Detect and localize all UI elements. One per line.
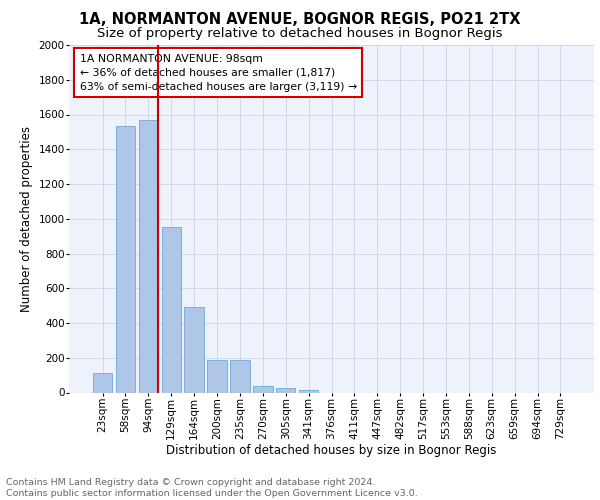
Bar xyxy=(93,373,112,392)
Text: 1A, NORMANTON AVENUE, BOGNOR REGIS, PO21 2TX: 1A, NORMANTON AVENUE, BOGNOR REGIS, PO21… xyxy=(79,12,521,28)
Text: Size of property relative to detached houses in Bognor Regis: Size of property relative to detached ho… xyxy=(97,28,503,40)
Text: 1A NORMANTON AVENUE: 98sqm
← 36% of detached houses are smaller (1,817)
63% of s: 1A NORMANTON AVENUE: 98sqm ← 36% of deta… xyxy=(79,54,356,92)
Bar xyxy=(276,388,295,392)
Bar xyxy=(161,228,181,392)
Bar xyxy=(230,360,250,392)
Bar xyxy=(253,386,272,392)
Bar xyxy=(116,126,135,392)
Bar xyxy=(208,360,227,392)
Bar xyxy=(184,308,204,392)
Text: Contains HM Land Registry data © Crown copyright and database right 2024.
Contai: Contains HM Land Registry data © Crown c… xyxy=(6,478,418,498)
Bar xyxy=(299,390,319,392)
X-axis label: Distribution of detached houses by size in Bognor Regis: Distribution of detached houses by size … xyxy=(166,444,497,458)
Bar xyxy=(139,120,158,392)
Y-axis label: Number of detached properties: Number of detached properties xyxy=(20,126,33,312)
